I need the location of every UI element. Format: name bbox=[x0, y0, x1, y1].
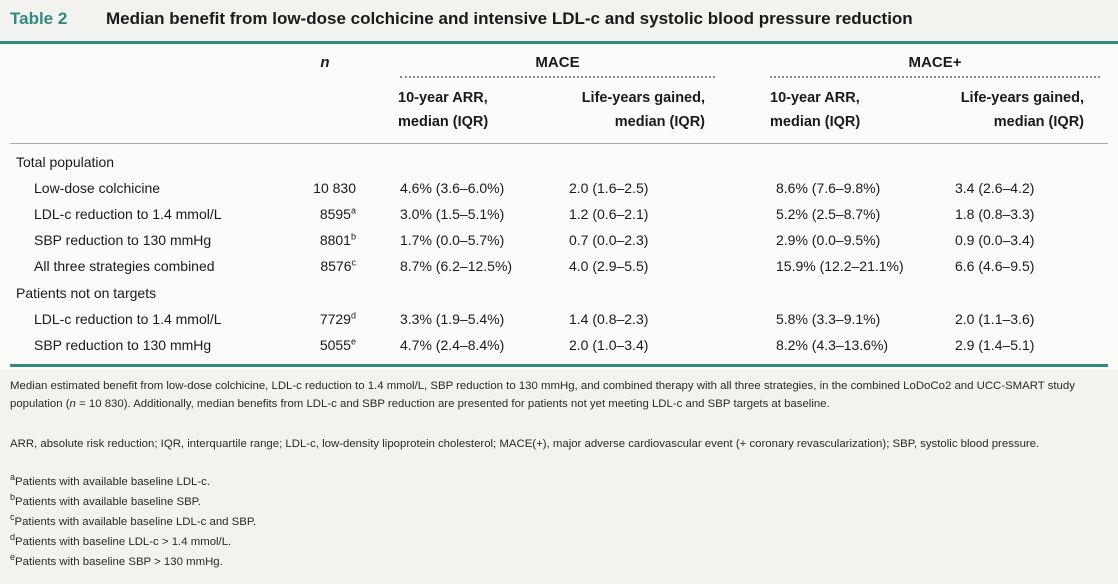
cell-mace-arr: 3.0% (1.5–5.1%) bbox=[400, 206, 505, 222]
cell-mace-ly: 1.2 (0.6–2.1) bbox=[569, 206, 649, 222]
row-n: 7729d bbox=[319, 310, 356, 327]
row-label: LDL-c reduction to 1.4 mmol/L bbox=[34, 311, 222, 327]
footnote-a: aPatients with available baseline LDL-c. bbox=[10, 472, 211, 488]
col-header-mace-plus: MACE+ bbox=[908, 54, 962, 71]
subheader-macep-ly: Life-years gained, median (IQR) bbox=[960, 90, 1084, 130]
table-row: SBP reduction to 130 mmHg 5055e 4.7% (2.… bbox=[0, 332, 1118, 358]
row-n: 10 830 bbox=[313, 180, 356, 196]
cell-macep-ly: 2.9 (1.4–5.1) bbox=[955, 337, 1035, 353]
table-label: Table 2 bbox=[10, 9, 68, 28]
cell-macep-ly: 3.4 (2.6–4.2) bbox=[955, 180, 1035, 196]
subheader-mace-ly: Life-years gained, median (IQR) bbox=[581, 90, 705, 130]
col-header-n: n bbox=[320, 54, 330, 71]
cell-macep-arr: 5.8% (3.3–9.1%) bbox=[776, 311, 881, 327]
row-label: SBP reduction to 130 mmHg bbox=[34, 337, 212, 353]
subheader-mace-arr: 10-year ARR, median (IQR) bbox=[398, 90, 489, 130]
cell-mace-arr: 3.3% (1.9–5.4%) bbox=[400, 311, 505, 327]
cell-mace-ly: 4.0 (2.9–5.5) bbox=[569, 258, 649, 274]
cell-mace-arr: 8.7% (6.2–12.5%) bbox=[400, 258, 513, 274]
row-n: 8801b bbox=[319, 231, 356, 248]
row-label: All three strategies combined bbox=[34, 258, 215, 274]
header-rule bbox=[10, 143, 1108, 144]
footnote-abbreviations: ARR, absolute risk reduction; IQR, inter… bbox=[10, 438, 1040, 450]
row-n: 5055e bbox=[319, 336, 356, 353]
footnote-b: bPatients with available baseline SBP. bbox=[10, 492, 201, 508]
mace-divider bbox=[400, 76, 715, 78]
cell-macep-ly: 0.9 (0.0–3.4) bbox=[955, 232, 1035, 248]
cell-mace-arr: 4.7% (2.4–8.4%) bbox=[400, 337, 505, 353]
row-n: 8595a bbox=[319, 205, 356, 222]
row-n: 8576c bbox=[320, 257, 356, 274]
row-label: LDL-c reduction to 1.4 mmol/L bbox=[34, 206, 222, 222]
table-row: LDL-c reduction to 1.4 mmol/L 8595a 3.0%… bbox=[0, 201, 1118, 227]
footnote-c: cPatients with available baseline LDL-c … bbox=[10, 512, 257, 528]
table-row: LDL-c reduction to 1.4 mmol/L 7729d 3.3%… bbox=[0, 306, 1118, 332]
col-header-mace: MACE bbox=[535, 54, 580, 71]
footnote-d: dPatients with baseline LDL-c > 1.4 mmol… bbox=[10, 532, 232, 548]
cell-mace-ly: 1.4 (0.8–2.3) bbox=[569, 311, 649, 327]
footnotes-panel: Median estimated benefit from low-dose c… bbox=[0, 369, 1118, 584]
subheader-macep-arr: 10-year ARR, median (IQR) bbox=[770, 90, 861, 130]
footnote-main: Median estimated benefit from low-dose c… bbox=[10, 380, 1075, 410]
table-bottom-rule bbox=[10, 364, 1108, 367]
mace-plus-divider bbox=[770, 76, 1100, 78]
cell-mace-ly: 2.0 (1.0–3.4) bbox=[569, 337, 649, 353]
cell-mace-ly: 0.7 (0.0–2.3) bbox=[569, 232, 649, 248]
cell-mace-arr: 4.6% (3.6–6.0%) bbox=[400, 180, 505, 196]
table-row: Low-dose colchicine 10 830 4.6% (3.6–6.0… bbox=[0, 175, 1118, 201]
group-not-on-targets: Patients not on targets bbox=[16, 285, 157, 301]
group-total-population: Total population bbox=[16, 154, 115, 170]
cell-mace-arr: 1.7% (0.0–5.7%) bbox=[400, 232, 505, 248]
cell-macep-ly: 6.6 (4.6–9.5) bbox=[955, 258, 1035, 274]
row-label: Low-dose colchicine bbox=[34, 180, 161, 196]
title-bar: Table 2 Median benefit from low-dose col… bbox=[0, 0, 1118, 44]
cell-macep-arr: 2.9% (0.0–9.5%) bbox=[776, 232, 881, 248]
cell-mace-ly: 2.0 (1.6–2.5) bbox=[569, 180, 649, 196]
cell-macep-arr: 8.2% (4.3–13.6%) bbox=[776, 337, 889, 353]
cell-macep-arr: 8.6% (7.6–9.8%) bbox=[776, 180, 881, 196]
table-row: SBP reduction to 130 mmHg 8801b 1.7% (0.… bbox=[0, 227, 1118, 253]
footnote-e: ePatients with baseline SBP > 130 mmHg. bbox=[10, 552, 223, 568]
cell-macep-arr: 15.9% (12.2–21.1%) bbox=[776, 258, 904, 274]
cell-macep-ly: 1.8 (0.8–3.3) bbox=[955, 206, 1035, 222]
table-row: All three strategies combined 8576c 8.7%… bbox=[0, 253, 1118, 279]
table-title: Median benefit from low-dose colchicine … bbox=[106, 9, 913, 28]
cell-macep-arr: 5.2% (2.5–8.7%) bbox=[776, 206, 881, 222]
row-label: SBP reduction to 130 mmHg bbox=[34, 232, 212, 248]
cell-macep-ly: 2.0 (1.1–3.6) bbox=[955, 311, 1035, 327]
